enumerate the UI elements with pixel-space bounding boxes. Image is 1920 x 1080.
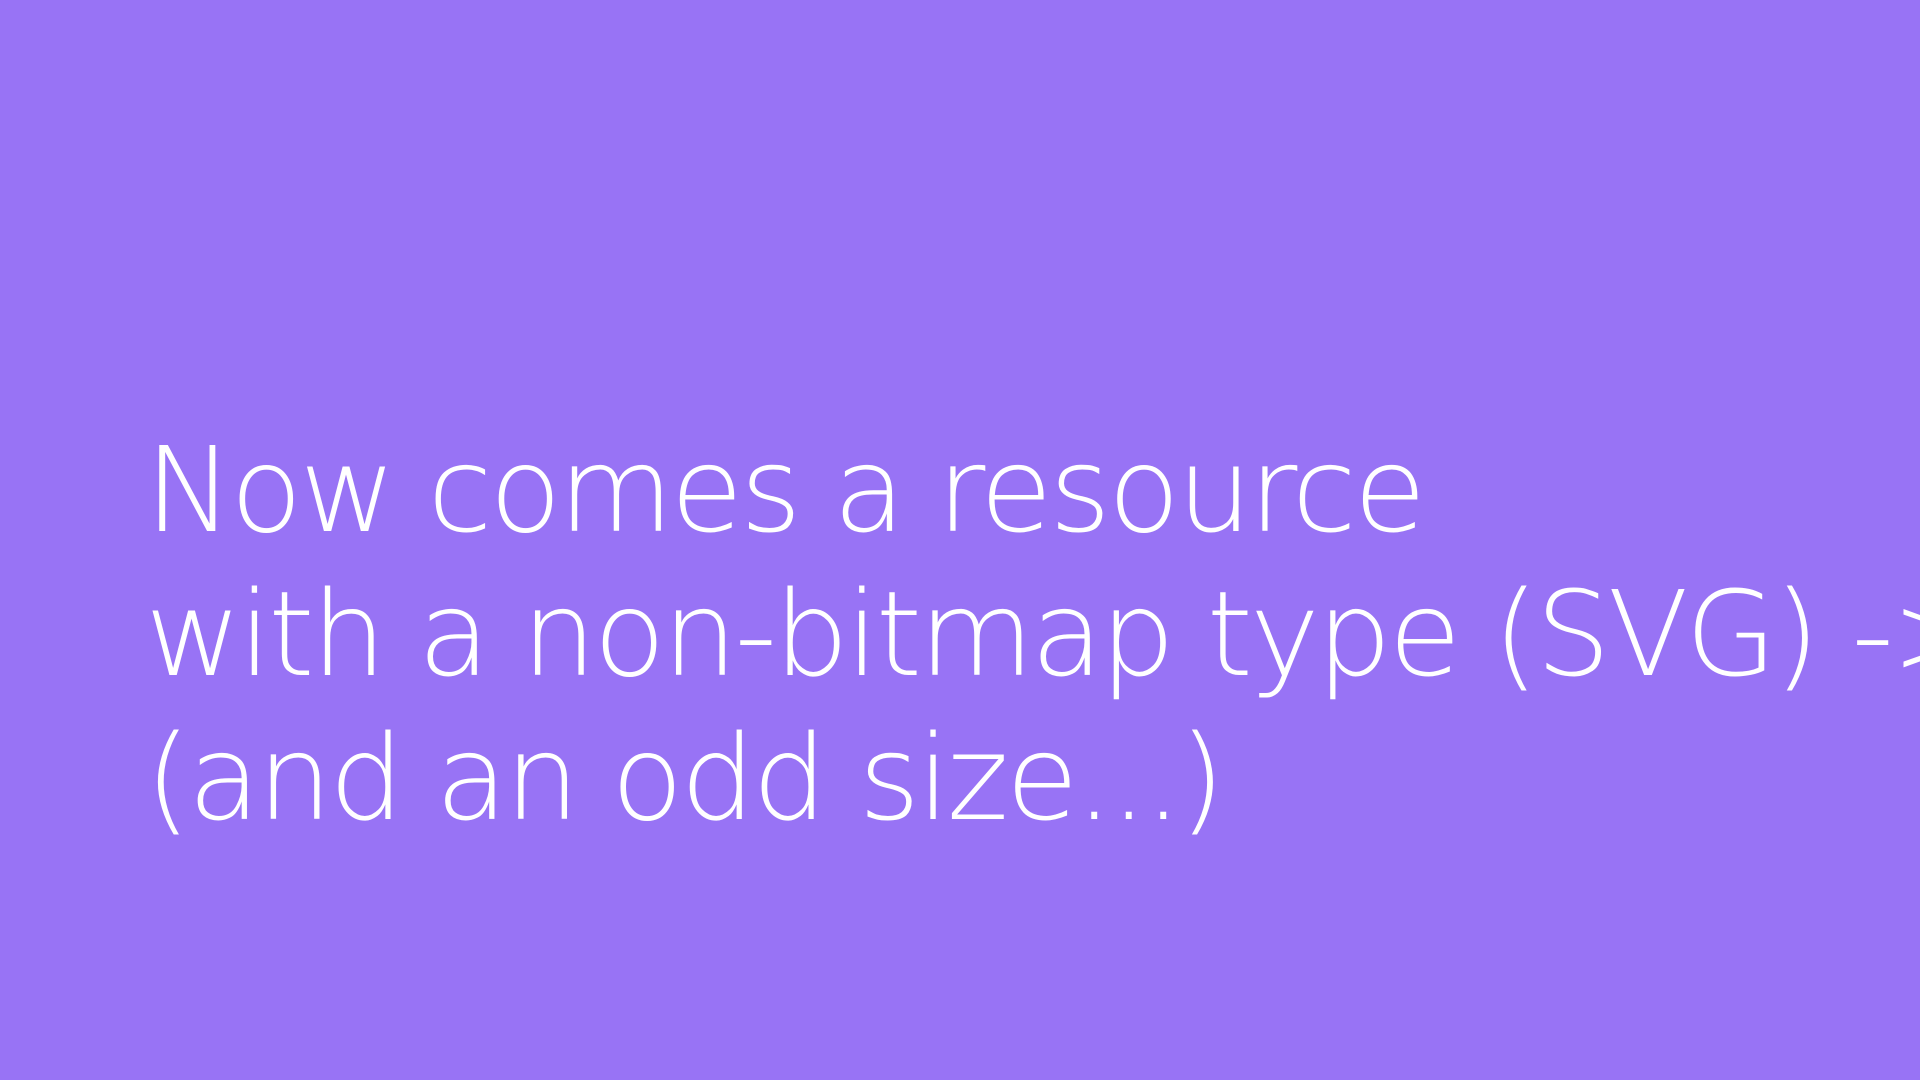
slide-text-line-1: Now comes a resource: [145, 421, 1426, 559]
slide-text: Now comes a resource with a non-bitmap t…: [145, 418, 1920, 850]
slide-text-line-2: with a non-bitmap type (SVG) ->: [145, 565, 1920, 703]
slide-text-line-3: (and an odd size...): [145, 709, 1225, 847]
